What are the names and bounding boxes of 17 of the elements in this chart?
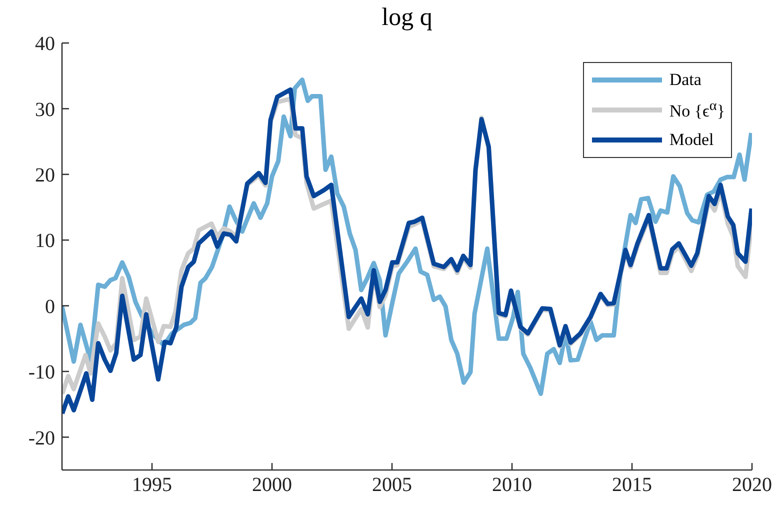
legend-label: Model <box>669 130 714 150</box>
y-tick-label: 40 <box>35 33 55 56</box>
y-tick-label: -10 <box>28 362 55 384</box>
y-tick-label: 30 <box>35 98 55 121</box>
x-tick-label: 2000 <box>252 474 292 496</box>
y-tick-label: 20 <box>35 164 55 186</box>
legend-label: Data <box>669 70 702 90</box>
x-tick-label: 2015 <box>612 474 652 496</box>
x-tick-label: 1995 <box>132 474 172 496</box>
y-tick-label: 0 <box>45 296 55 318</box>
x-tick-label: 2010 <box>492 474 532 496</box>
y-tick-label: -20 <box>28 427 55 450</box>
x-tick-label: 2020 <box>732 474 772 496</box>
x-tick-label: 2005 <box>372 474 412 496</box>
y-tick-label: 10 <box>35 230 55 252</box>
chart-title: log q <box>380 4 434 32</box>
legend-label: No {ϵ$^{α}$} <box>669 98 725 122</box>
